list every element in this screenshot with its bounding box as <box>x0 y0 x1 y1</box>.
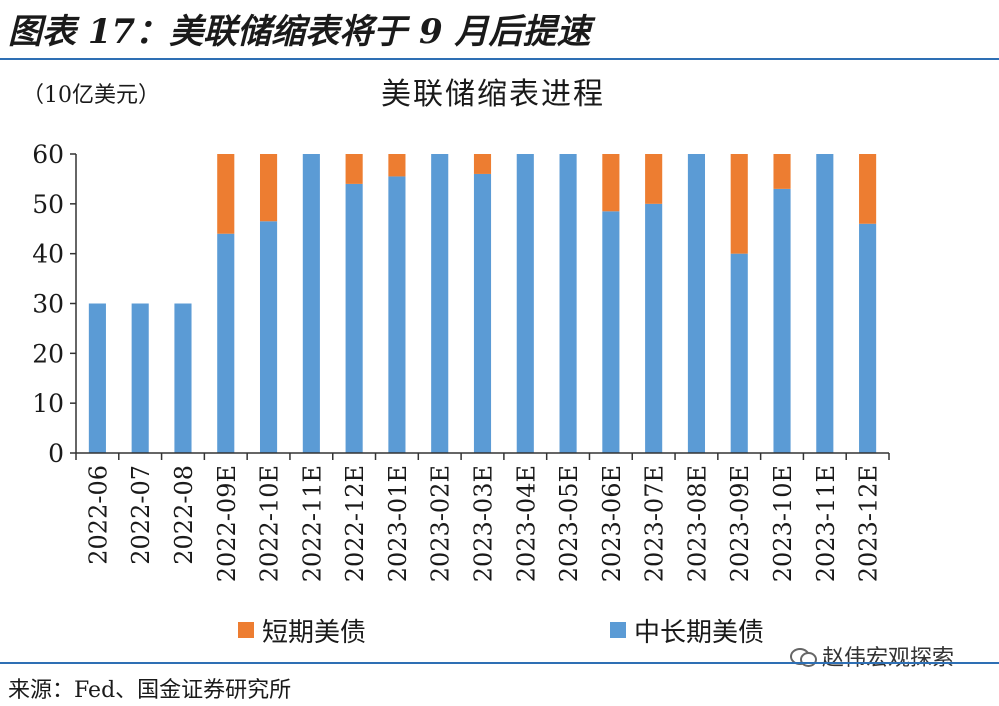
x-tick-label-2022-09E: 2022-09E <box>213 465 241 582</box>
legend: 短期美债 中长期美债 <box>238 618 764 648</box>
legend-swatch-short-term <box>238 622 254 638</box>
bar-long-term-2023-08E <box>687 154 706 453</box>
x-tick-label-2023-07E: 2023-07E <box>641 465 669 582</box>
x-tick-label-2023-01E: 2023-01E <box>384 465 412 582</box>
x-tick-label-2022-08: 2022-08 <box>170 465 198 565</box>
bottom-rule <box>0 662 999 664</box>
bar-long-term-2023-03E <box>473 173 492 453</box>
x-tick-label-2023-04E: 2023-04E <box>512 465 540 582</box>
y-tick-label-10: 10 <box>32 389 64 418</box>
x-tick-label-2023-09E: 2023-09E <box>726 465 754 582</box>
bar-short-term-2022-09E <box>217 154 235 234</box>
figure-title: 图表 17：美联储缩表将于 9 月后提速 <box>8 12 591 52</box>
x-tick-label-2023-03E: 2023-03E <box>470 465 498 582</box>
bar-short-term-2023-10E <box>773 154 791 189</box>
x-tick-label-2022-07: 2022-07 <box>127 465 155 565</box>
bar-long-term-2022-12E <box>345 183 363 453</box>
bar-long-term-2023-07E <box>645 203 663 453</box>
y-tick-label-60: 60 <box>32 140 64 169</box>
bar-long-term-2023-01E <box>388 176 406 454</box>
x-tick-label-2022-06: 2022-06 <box>84 465 112 565</box>
bar-short-term-2023-09E <box>730 154 748 254</box>
x-tick-label-2023-11E: 2023-11E <box>812 465 840 582</box>
bar-long-term-2022-06 <box>88 303 106 453</box>
chart-title: 美联储缩表进程 <box>381 77 605 112</box>
bar-long-term-2022-11E <box>302 154 320 453</box>
x-tick-label-2023-05E: 2023-05E <box>555 465 583 582</box>
x-tick-label-2023-12E: 2023-12E <box>855 465 883 582</box>
bar-long-term-2023-05E <box>559 154 577 453</box>
bar-long-term-2023-04E <box>516 154 534 453</box>
watermark-text: 赵伟宏观探索 <box>822 646 955 671</box>
bar-short-term-2023-03E <box>473 154 492 174</box>
legend-label-long-term: 中长期美债 <box>634 618 764 648</box>
y-tick-label-20: 20 <box>32 339 64 368</box>
x-ticks-group: 2022-06 2022-07 2022-08 2022-09E 2022-10E 202… <box>75 453 890 582</box>
bar-long-term-2023-06E <box>602 211 620 453</box>
y-tick-label-40: 40 <box>32 240 64 269</box>
x-tick-label-2023-08E: 2023-08E <box>683 465 711 582</box>
bar-long-term-2022-10E <box>259 221 278 453</box>
y-tick-label-0: 0 <box>48 439 64 468</box>
y-ticks-group: 0 10 20 30 40 50 60 <box>32 140 76 468</box>
source-note: 来源：Fed、国金证券研究所 <box>8 678 292 703</box>
bar-long-term-2022-07 <box>131 303 149 453</box>
bar-long-term-2023-11E <box>816 154 834 453</box>
bar-long-term-2022-08 <box>174 303 192 453</box>
bar-long-term-2023-02E <box>431 154 449 453</box>
y-tick-label-50: 50 <box>32 190 64 219</box>
bar-short-term-2023-06E <box>602 154 620 212</box>
x-tick-label-2023-10E: 2023-10E <box>769 465 797 582</box>
legend-label-short-term: 短期美债 <box>262 618 366 648</box>
bar-short-term-2023-12E <box>859 154 877 224</box>
bar-long-term-2023-10E <box>773 188 791 453</box>
bar-long-term-2022-09E <box>217 233 235 453</box>
bar-long-term-2023-12E <box>859 223 877 453</box>
top-rule <box>0 58 999 60</box>
bar-short-term-2022-12E <box>345 154 363 184</box>
bar-short-term-2023-01E <box>388 154 406 177</box>
x-tick-label-2022-11E: 2022-11E <box>298 465 326 582</box>
x-tick-label-2023-06E: 2023-06E <box>598 465 626 582</box>
y-axis-unit-label: （10亿美元） <box>22 83 160 108</box>
x-tick-label-2022-10E: 2022-10E <box>256 465 284 582</box>
watermark: 赵伟宏观探索 <box>790 640 954 672</box>
legend-swatch-long-term <box>610 622 626 638</box>
bar-long-term-2023-09E <box>730 253 748 453</box>
x-tick-label-2023-02E: 2023-02E <box>427 465 455 582</box>
bar-short-term-2023-07E <box>645 154 663 204</box>
bar-short-term-2022-10E <box>259 154 278 222</box>
y-tick-label-30: 30 <box>32 290 64 319</box>
bars-group <box>88 154 877 454</box>
x-tick-label-2022-12E: 2022-12E <box>341 465 369 582</box>
